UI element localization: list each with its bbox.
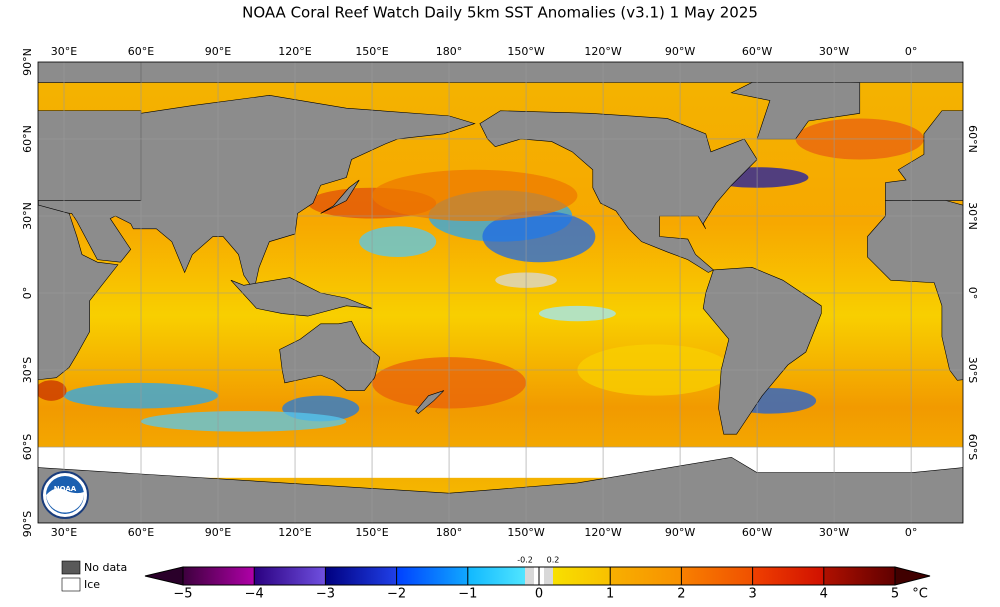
colorbar-inner-label: 0.2	[547, 556, 560, 565]
lat-label-right: 30°N	[966, 202, 979, 230]
lon-label-bottom: 0°	[905, 526, 918, 539]
lat-label-right: 30°S	[966, 357, 979, 383]
land	[279, 320, 381, 391]
colorbar-tick-label: 2	[677, 587, 685, 602]
colorbar-arrow-right	[894, 566, 931, 586]
colorbar: −5 −4 −3 −2 −1 0 1 2 3 4 5 -0.2 0.2 °C	[144, 556, 931, 602]
lon-label-bottom: 120°E	[278, 526, 311, 539]
colorbar-tick-label: 0	[535, 587, 543, 602]
lat-label-left: 30°N	[21, 202, 34, 230]
lon-label-top: 60°W	[742, 45, 772, 58]
lon-label-top: 60°E	[128, 45, 154, 58]
colorbar-segment	[681, 567, 753, 585]
lon-label-bottom: 90°E	[205, 526, 231, 539]
lon-label-bottom: 30°W	[819, 526, 849, 539]
lat-label-right: 0°	[966, 287, 979, 300]
map-frame	[37, 61, 964, 524]
lon-label-bottom: 150°E	[355, 526, 388, 539]
colorbar-tick-label: −5	[173, 587, 192, 602]
title: NOAA Coral Reef Watch Daily 5km SST Anom…	[242, 4, 758, 22]
lon-label-top: 90°E	[205, 45, 231, 58]
lon-label-bottom: 30°E	[51, 526, 77, 539]
lon-label-top: 150°E	[355, 45, 388, 58]
ice-label: Ice	[84, 578, 100, 591]
lat-label-left: 90°N	[21, 48, 34, 76]
land	[38, 62, 963, 83]
land	[885, 110, 963, 201]
colorbar-tick-label: −2	[387, 587, 406, 602]
lon-label-top: 150°W	[507, 45, 544, 58]
lat-label-left: 30°S	[21, 357, 34, 383]
lon-label-bottom: 120°W	[584, 526, 621, 539]
ice-swatch	[61, 577, 81, 592]
land	[867, 197, 963, 381]
colorbar-segment	[823, 567, 895, 585]
lat-label-right: 60°N	[966, 125, 979, 153]
land	[38, 110, 142, 201]
land	[479, 110, 758, 273]
noaa-logo: NOAA	[41, 471, 89, 519]
anomaly-patch	[359, 226, 437, 258]
colorbar-segment	[254, 567, 326, 585]
colorbar-tick-label: −3	[316, 587, 335, 602]
lon-label-bottom: 60°W	[742, 526, 772, 539]
lon-label-top: 120°W	[584, 45, 621, 58]
lon-label-top: 90°W	[665, 45, 695, 58]
anomaly-patch	[482, 210, 596, 263]
anomaly-patch	[372, 169, 578, 222]
lat-label-left: 60°N	[21, 125, 34, 153]
land	[38, 204, 119, 381]
land	[320, 179, 360, 214]
no-data-label: No data	[84, 561, 127, 574]
land	[38, 95, 476, 292]
lon-label-top: 0°	[905, 45, 918, 58]
colorbar-segment	[396, 567, 468, 585]
colorbar-segment	[183, 567, 255, 585]
colorbar-tick-label: −4	[245, 587, 264, 602]
lon-label-top: 30°E	[51, 45, 77, 58]
lon-label-bottom: 60°E	[128, 526, 154, 539]
svg-text:NOAA: NOAA	[54, 485, 77, 493]
colorbar-tick-label: 4	[820, 587, 828, 602]
colorbar-tick-label: 5	[891, 587, 899, 602]
colorbar-segment	[467, 567, 539, 585]
lon-label-bottom: 90°W	[665, 526, 695, 539]
lon-label-top: 120°E	[278, 45, 311, 58]
anomaly-patch	[38, 380, 67, 401]
lon-label-top: 180°	[436, 45, 463, 58]
colorbar-segment	[539, 567, 611, 585]
lat-label-left: 60°S	[21, 434, 34, 460]
anomaly-patch	[538, 305, 616, 322]
colorbar-inner-label: -0.2	[517, 556, 533, 565]
colorbar-segment	[610, 567, 682, 585]
lat-label-right: 60°S	[966, 434, 979, 460]
colorbar-tick-label: 1	[606, 587, 614, 602]
land	[702, 267, 822, 435]
lon-label-bottom: 180°	[436, 526, 463, 539]
colorbar-tick-label: 3	[748, 587, 756, 602]
colorbar-unit: °C	[912, 587, 928, 602]
lat-label-left: 90°S	[21, 511, 34, 537]
colorbar-segment	[752, 567, 824, 585]
map	[38, 62, 963, 523]
lon-label-top: 30°W	[819, 45, 849, 58]
no-data-swatch	[61, 560, 81, 575]
colorbar-tick-label: −1	[458, 587, 477, 602]
anomaly-patch	[141, 411, 347, 432]
colorbar-segment	[325, 567, 397, 585]
land	[415, 390, 445, 415]
lon-label-bottom: 150°W	[507, 526, 544, 539]
lat-label-left: 0°	[21, 287, 34, 300]
colorbar-arrow-left	[144, 566, 184, 586]
